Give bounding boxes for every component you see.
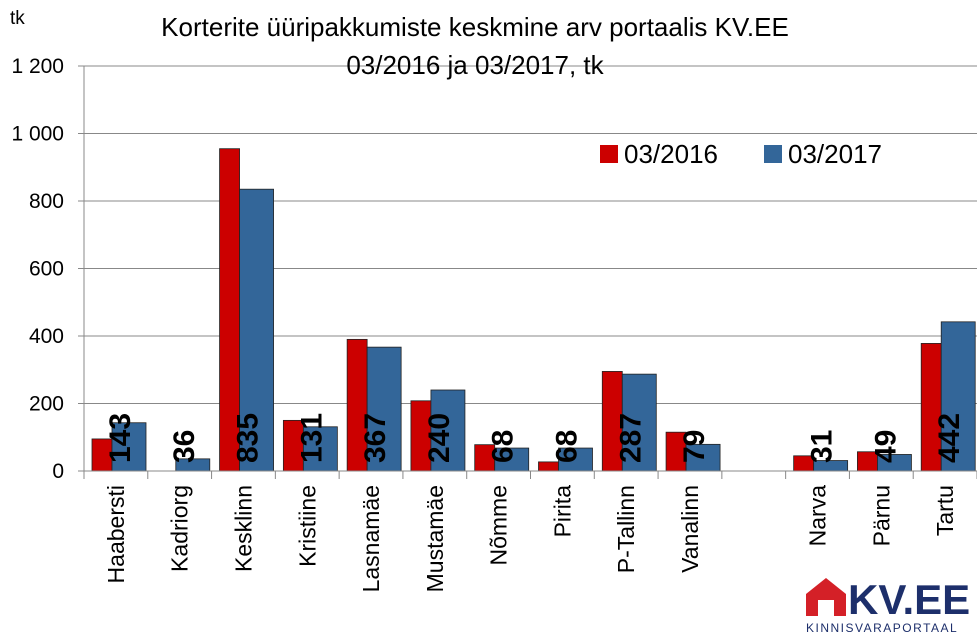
kv-ee-logo: KV.EE KINNISVARAPORTAAL bbox=[806, 576, 970, 635]
x-tick-label: Tartu bbox=[932, 485, 958, 536]
gridlines bbox=[84, 65, 977, 404]
y-tick-label: 1 000 bbox=[11, 123, 64, 146]
legend-label-2017: 03/2017 bbox=[788, 139, 882, 169]
data-label: 31 bbox=[806, 430, 839, 463]
y-tick-label: 0 bbox=[52, 460, 64, 483]
house-icon bbox=[806, 578, 846, 616]
y-tick-label: 1 200 bbox=[11, 55, 64, 78]
data-label: 79 bbox=[678, 430, 711, 463]
data-label: 835 bbox=[232, 413, 265, 463]
y-tick-label: 600 bbox=[29, 258, 64, 281]
bar-03-2017 bbox=[940, 321, 976, 472]
x-tick-label: Pirita bbox=[549, 485, 575, 538]
x-tick-label: Kadriorg bbox=[167, 485, 193, 572]
x-tick-label: Haabersti bbox=[103, 485, 129, 583]
bar-03-2017 bbox=[621, 373, 657, 472]
data-label: 49 bbox=[869, 430, 902, 463]
legend-swatch-2017 bbox=[764, 145, 782, 163]
x-tick-label: Kristiine bbox=[294, 485, 320, 567]
bar-03-2017 bbox=[239, 188, 274, 472]
data-label: 287 bbox=[614, 413, 647, 463]
bar-03-2017 bbox=[685, 443, 721, 472]
data-label: 68 bbox=[487, 430, 520, 463]
chart-title-line2: 03/2016 ja 03/2017, tk bbox=[346, 50, 604, 80]
x-tick-label: P-Tallinn bbox=[613, 485, 639, 573]
logo-tagline: KINNISVARAPORTAAL bbox=[806, 621, 958, 635]
x-tick-label: Pärnu bbox=[868, 485, 894, 546]
axes: 0 200 400 600 800 1 000 1 200 Haabersti Kadriorg… bbox=[11, 55, 977, 592]
bar-03-2017 bbox=[302, 426, 338, 472]
x-tick-label: Vanalinn bbox=[677, 485, 703, 573]
chart-title-line1: Korterite üüripakkumiste keskmine arv po… bbox=[161, 12, 789, 42]
x-tick-label: Narva bbox=[805, 485, 831, 547]
y-tick-label: 400 bbox=[29, 325, 64, 348]
bar-03-2017 bbox=[366, 346, 402, 472]
y-tick-label: 200 bbox=[29, 393, 64, 416]
logo-brand-text: KV.EE bbox=[848, 576, 970, 623]
data-label: 442 bbox=[933, 413, 966, 463]
data-label: 367 bbox=[359, 413, 392, 463]
data-label: 131 bbox=[295, 413, 328, 463]
bar-03-2017 bbox=[430, 389, 466, 472]
bars bbox=[91, 148, 976, 472]
x-tick-label: Nõmme bbox=[486, 485, 512, 566]
x-tick-label: Kesklinn bbox=[230, 485, 256, 572]
y-tick-label: 800 bbox=[29, 190, 64, 213]
data-labels: 143 36 835 131 367 240 68 68 287 79 31 49 442 bbox=[104, 413, 966, 463]
y-axis-unit-label: tk bbox=[10, 8, 25, 29]
data-label: 36 bbox=[168, 430, 201, 463]
x-tick-label: Mustamäe bbox=[422, 485, 448, 592]
legend: 03/2016 03/2017 bbox=[600, 139, 882, 169]
x-tick-label: Lasnamäe bbox=[358, 485, 384, 592]
data-label: 240 bbox=[423, 413, 456, 463]
data-label: 68 bbox=[551, 430, 584, 463]
legend-label-2016: 03/2016 bbox=[624, 139, 718, 169]
legend-swatch-2016 bbox=[600, 145, 618, 163]
data-label: 143 bbox=[104, 413, 137, 463]
